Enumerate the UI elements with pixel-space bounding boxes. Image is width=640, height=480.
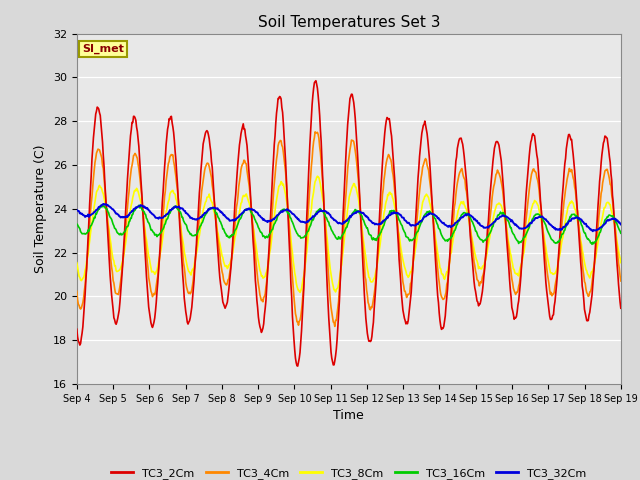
Legend: TC3_2Cm, TC3_4Cm, TC3_8Cm, TC3_16Cm, TC3_32Cm: TC3_2Cm, TC3_4Cm, TC3_8Cm, TC3_16Cm, TC3… [107,464,591,480]
TC3_2Cm [617,305,625,311]
TC3_16Cm [97,202,105,208]
TC3_2Cm [139,205,147,211]
TC3_16Cm [195,227,202,233]
TC3_16Cm [588,241,596,247]
Line: TC3_8Cm: TC3_8Cm [77,176,621,292]
TC3_16Cm [73,221,81,227]
Line: TC3_4Cm: TC3_4Cm [77,132,621,326]
TC3_32Cm [223,216,231,222]
TC3_4Cm [83,265,90,271]
TC3_16Cm [223,233,231,239]
TC3_8Cm [314,173,321,179]
X-axis label: Time: Time [333,409,364,422]
Line: TC3_32Cm: TC3_32Cm [77,204,621,231]
TC3_16Cm [431,216,439,222]
Title: Soil Temperatures Set 3: Soil Temperatures Set 3 [257,15,440,30]
TC3_32Cm [195,216,202,221]
TC3_8Cm [223,263,230,269]
TC3_32Cm [617,221,625,227]
TC3_16Cm [617,230,625,236]
TC3_2Cm [312,78,320,84]
TC3_32Cm [416,219,424,225]
TC3_32Cm [589,228,596,234]
TC3_4Cm [417,182,424,188]
TC3_4Cm [139,204,147,210]
TC3_8Cm [433,240,440,245]
TC3_8Cm [83,258,90,264]
TC3_32Cm [83,213,90,219]
Y-axis label: Soil Temperature (C): Soil Temperature (C) [35,144,47,273]
TC3_32Cm [431,213,439,218]
TC3_2Cm [223,301,230,307]
TC3_16Cm [140,208,147,214]
Line: TC3_2Cm: TC3_2Cm [77,81,621,366]
TC3_32Cm [99,201,107,207]
Line: TC3_16Cm: TC3_16Cm [77,205,621,244]
TC3_4Cm [331,324,339,329]
TC3_2Cm [83,265,90,271]
TC3_8Cm [194,242,202,248]
TC3_2Cm [417,145,424,151]
TC3_4Cm [194,228,202,234]
TC3_2Cm [194,217,202,223]
TC3_8Cm [73,260,81,265]
TC3_8Cm [139,209,147,215]
TC3_32Cm [73,207,81,213]
TC3_8Cm [296,289,304,295]
TC3_4Cm [433,250,440,255]
TC3_8Cm [417,213,424,219]
TC3_4Cm [73,288,81,294]
TC3_16Cm [416,224,424,230]
TC3_16Cm [83,230,90,236]
TC3_2Cm [294,363,301,369]
TC3_4Cm [223,282,230,288]
TC3_2Cm [73,326,81,332]
TC3_4Cm [617,278,625,284]
TC3_8Cm [617,260,625,265]
Text: SI_met: SI_met [82,44,124,54]
TC3_32Cm [140,204,147,210]
TC3_2Cm [433,271,440,277]
TC3_4Cm [311,129,319,135]
